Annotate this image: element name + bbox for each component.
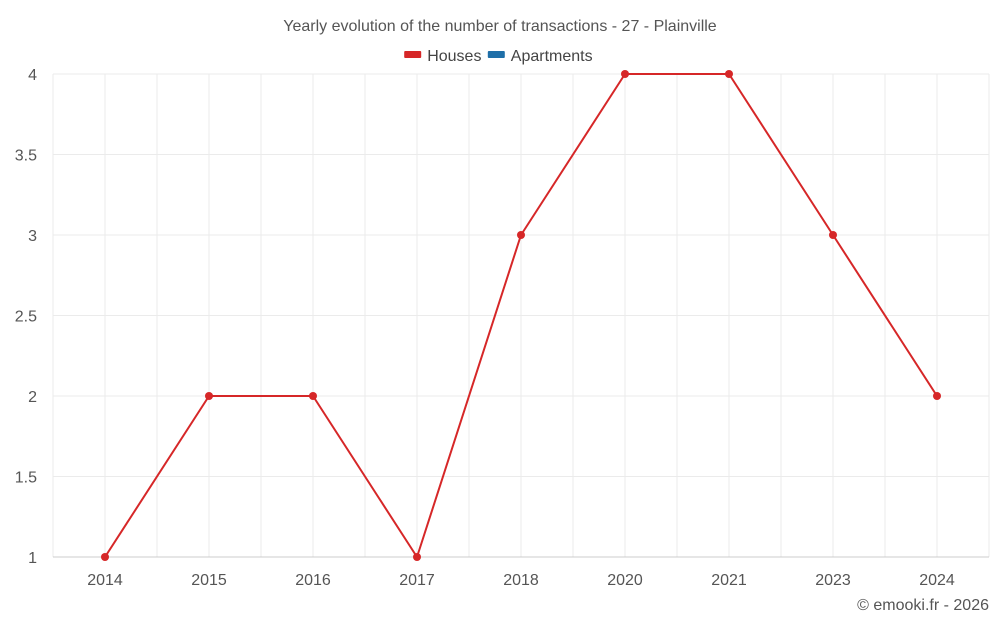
- legend-label: Apartments: [511, 48, 593, 65]
- grid: [52, 73, 990, 557]
- credit-text: © emooki.fr - 2026: [857, 597, 989, 614]
- legend-swatch: [487, 51, 505, 58]
- y-tick-label: 1.5: [15, 470, 37, 487]
- x-tick-label: 2016: [295, 572, 331, 589]
- legend-swatch: [404, 51, 422, 58]
- houses-point-2024[interactable]: [933, 392, 941, 400]
- houses-point-2015[interactable]: [205, 392, 213, 400]
- y-tick-label: 2.5: [15, 309, 37, 326]
- axes: 1 1.5 2 2.5 3 3.5 4 2014 2015 2016 2017 2018 2020 202…: [15, 67, 989, 589]
- legend[interactable]: Houses Apartments: [404, 48, 593, 65]
- legend-item-apartments[interactable]: Apartments: [487, 48, 593, 65]
- houses-point-2023[interactable]: [829, 231, 837, 239]
- x-tick-label: 2021: [711, 572, 747, 589]
- y-tick-label: 1: [28, 550, 37, 567]
- x-tick-label: 2015: [191, 572, 227, 589]
- x-tick-label: 2020: [607, 572, 643, 589]
- houses-point-2016[interactable]: [309, 392, 317, 400]
- houses-point-2021[interactable]: [725, 70, 733, 78]
- x-tick-label: 2014: [87, 572, 123, 589]
- legend-item-houses[interactable]: Houses: [404, 48, 481, 65]
- y-tick-label: 2: [28, 389, 37, 406]
- x-tick-label: 2018: [503, 572, 539, 589]
- y-tick-label: 3: [28, 228, 37, 245]
- chart-title: Yearly evolution of the number of transa…: [283, 18, 717, 35]
- x-tick-label: 2017: [399, 572, 435, 589]
- houses-point-2020[interactable]: [621, 70, 629, 78]
- legend-label: Houses: [427, 48, 481, 65]
- y-tick-label: 3.5: [15, 148, 37, 165]
- y-tick-label: 4: [28, 67, 37, 84]
- houses-point-2014[interactable]: [101, 553, 109, 561]
- x-tick-label: 2024: [919, 572, 955, 589]
- x-tick-label: 2023: [815, 572, 851, 589]
- houses-point-2017[interactable]: [413, 553, 421, 561]
- series: [101, 70, 941, 561]
- houses-point-2018[interactable]: [517, 231, 525, 239]
